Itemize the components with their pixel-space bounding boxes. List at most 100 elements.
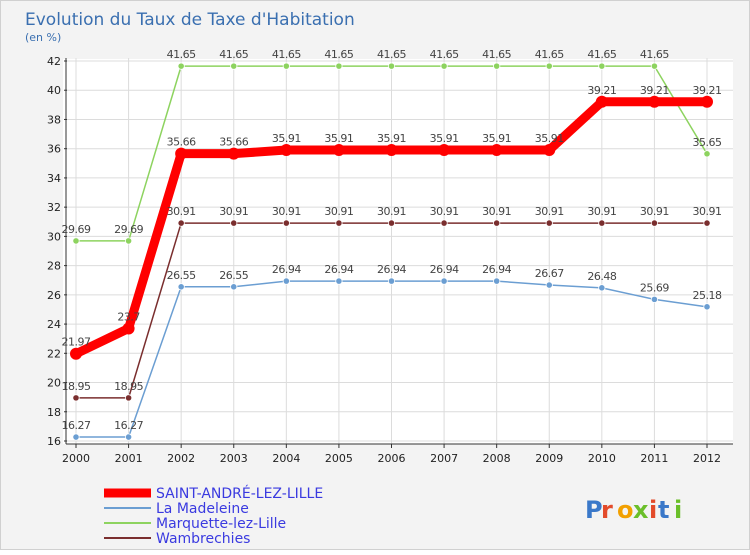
data-label: 35.91 <box>324 132 353 145</box>
data-label: 30.91 <box>640 205 669 218</box>
data-point <box>440 219 448 227</box>
data-point <box>280 144 293 157</box>
x-tick-label: 2012 <box>693 452 721 465</box>
x-tick-label: 2000 <box>62 452 90 465</box>
data-point <box>543 144 556 157</box>
legend-label: Wambrechies <box>156 531 250 547</box>
data-point <box>598 219 606 227</box>
data-point <box>177 283 185 291</box>
data-label: 39.21 <box>640 84 669 97</box>
data-point <box>387 277 396 285</box>
y-tick-label: 22 <box>47 347 61 360</box>
data-point <box>282 219 290 227</box>
data-point <box>387 62 396 70</box>
data-label: 18.95 <box>114 380 143 393</box>
data-point <box>701 95 713 108</box>
data-label: 29.69 <box>114 223 143 236</box>
data-label: 39.21 <box>587 84 616 97</box>
y-tick-label: 32 <box>47 201 61 214</box>
data-point <box>335 277 343 285</box>
logo-letter: o <box>617 496 634 524</box>
data-label: 26.67 <box>535 267 564 280</box>
x-tick-label: 2008 <box>483 452 511 465</box>
plot-area <box>63 59 733 444</box>
data-point <box>230 219 238 227</box>
data-point <box>595 95 608 108</box>
x-tick-label: 2010 <box>588 452 616 465</box>
data-label: 41.65 <box>324 48 353 61</box>
y-tick-label: 42 <box>47 55 61 68</box>
chart-unit: (en %) <box>25 31 61 44</box>
data-label: 35.65 <box>693 136 722 149</box>
y-tick-label: 16 <box>47 435 61 448</box>
data-label: 23.7 <box>117 310 140 323</box>
data-point <box>124 394 133 402</box>
data-label: 26.94 <box>482 263 511 276</box>
data-label: 41.65 <box>219 48 248 61</box>
data-point <box>124 237 133 245</box>
data-point <box>387 219 396 227</box>
data-point <box>332 144 345 157</box>
data-point <box>440 277 448 285</box>
data-label: 41.65 <box>587 48 616 61</box>
data-point <box>650 62 659 70</box>
y-tick-label: 24 <box>47 318 61 331</box>
data-label: 26.48 <box>587 270 616 283</box>
data-label: 30.91 <box>167 205 196 218</box>
data-point <box>230 283 238 291</box>
data-point <box>598 284 606 292</box>
legend-label: SAINT-ANDRÉ-LEZ-LILLE <box>156 485 323 502</box>
data-label: 30.91 <box>377 205 406 218</box>
data-point <box>335 62 343 70</box>
data-point <box>493 62 501 70</box>
data-point <box>177 62 185 70</box>
data-label: 25.69 <box>640 281 669 294</box>
x-tick-label: 2007 <box>430 452 458 465</box>
data-label: 26.94 <box>324 263 353 276</box>
data-point <box>282 277 290 285</box>
data-label: 35.91 <box>482 132 511 145</box>
data-label: 16.27 <box>62 419 91 432</box>
data-point <box>124 433 133 441</box>
data-point <box>493 277 501 285</box>
data-label: 35.66 <box>167 136 196 149</box>
x-tick-label: 2001 <box>115 452 143 465</box>
grid-lines <box>66 58 733 444</box>
data-label: 21.97 <box>62 336 91 349</box>
data-label: 30.91 <box>272 205 301 218</box>
y-tick-label: 36 <box>47 143 61 156</box>
data-label: 35.91 <box>377 132 406 145</box>
y-tick-label: 18 <box>47 406 61 419</box>
y-tick-label: 34 <box>47 172 61 185</box>
x-tick-label: 2006 <box>378 452 406 465</box>
data-label: 26.55 <box>219 269 248 282</box>
data-label: 26.55 <box>167 269 196 282</box>
data-point <box>72 237 80 245</box>
data-point <box>175 147 188 160</box>
y-tick-label: 40 <box>47 84 61 97</box>
data-point <box>545 62 553 70</box>
data-label: 35.66 <box>219 136 248 149</box>
data-label: 26.94 <box>430 263 459 276</box>
logo-letter: i <box>649 496 657 524</box>
data-label: 35.91 <box>272 132 301 145</box>
data-point <box>335 219 343 227</box>
data-label: 30.91 <box>535 205 564 218</box>
data-label: 18.95 <box>62 380 91 393</box>
data-label: 26.94 <box>377 263 406 276</box>
x-tick-label: 2004 <box>272 452 300 465</box>
data-point <box>72 394 80 402</box>
data-label: 41.65 <box>377 48 406 61</box>
data-label: 41.65 <box>272 48 301 61</box>
data-point <box>385 144 398 157</box>
data-point <box>650 295 659 303</box>
axes: 16 18 20 22 24 26 28 30 32 34 36 38 40 42 2000 2001 2002… <box>47 55 733 465</box>
data-labels: 21.97 23.7 35.66 35.66 35.91 35.91 35.91 35.91 3… <box>62 48 723 432</box>
logo-letter: x <box>633 496 649 524</box>
y-tick-label: 26 <box>47 289 61 302</box>
series-group <box>70 62 713 441</box>
data-point <box>703 303 711 311</box>
